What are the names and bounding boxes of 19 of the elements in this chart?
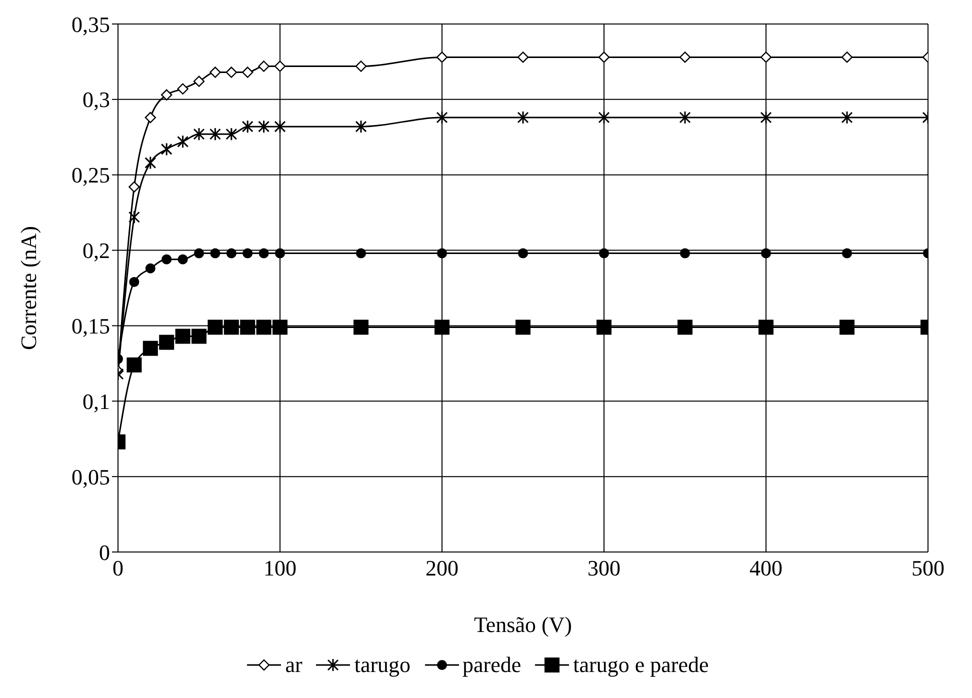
x-tick-label: 200: [426, 556, 458, 581]
y-tick-label: 0,2: [82, 238, 110, 264]
x-axis-title: Tensão (V): [474, 612, 572, 637]
x-tick-label: 400: [750, 556, 782, 581]
x-tick-label: 300: [588, 556, 620, 581]
y-tick-label: 0,05: [72, 464, 110, 490]
y-tick-label: 0: [99, 540, 110, 565]
legend-label: tarugo: [354, 652, 411, 678]
y-tick-label: 0,15: [72, 314, 110, 339]
legend-label: ar: [285, 652, 302, 678]
y-tick-label: 0,25: [72, 162, 110, 188]
legend-label: parede: [462, 652, 522, 678]
y-tick-label: 0,35: [72, 12, 110, 37]
x-tick-label: 500: [912, 556, 944, 581]
y-tick-label: 0,3: [82, 87, 110, 112]
legend-label: tarugo e parede: [573, 652, 709, 678]
x-tick-label: 100: [264, 556, 296, 581]
y-axis-title: Corrente (nA): [16, 226, 41, 350]
y-tick-label: 0,1: [82, 388, 110, 414]
